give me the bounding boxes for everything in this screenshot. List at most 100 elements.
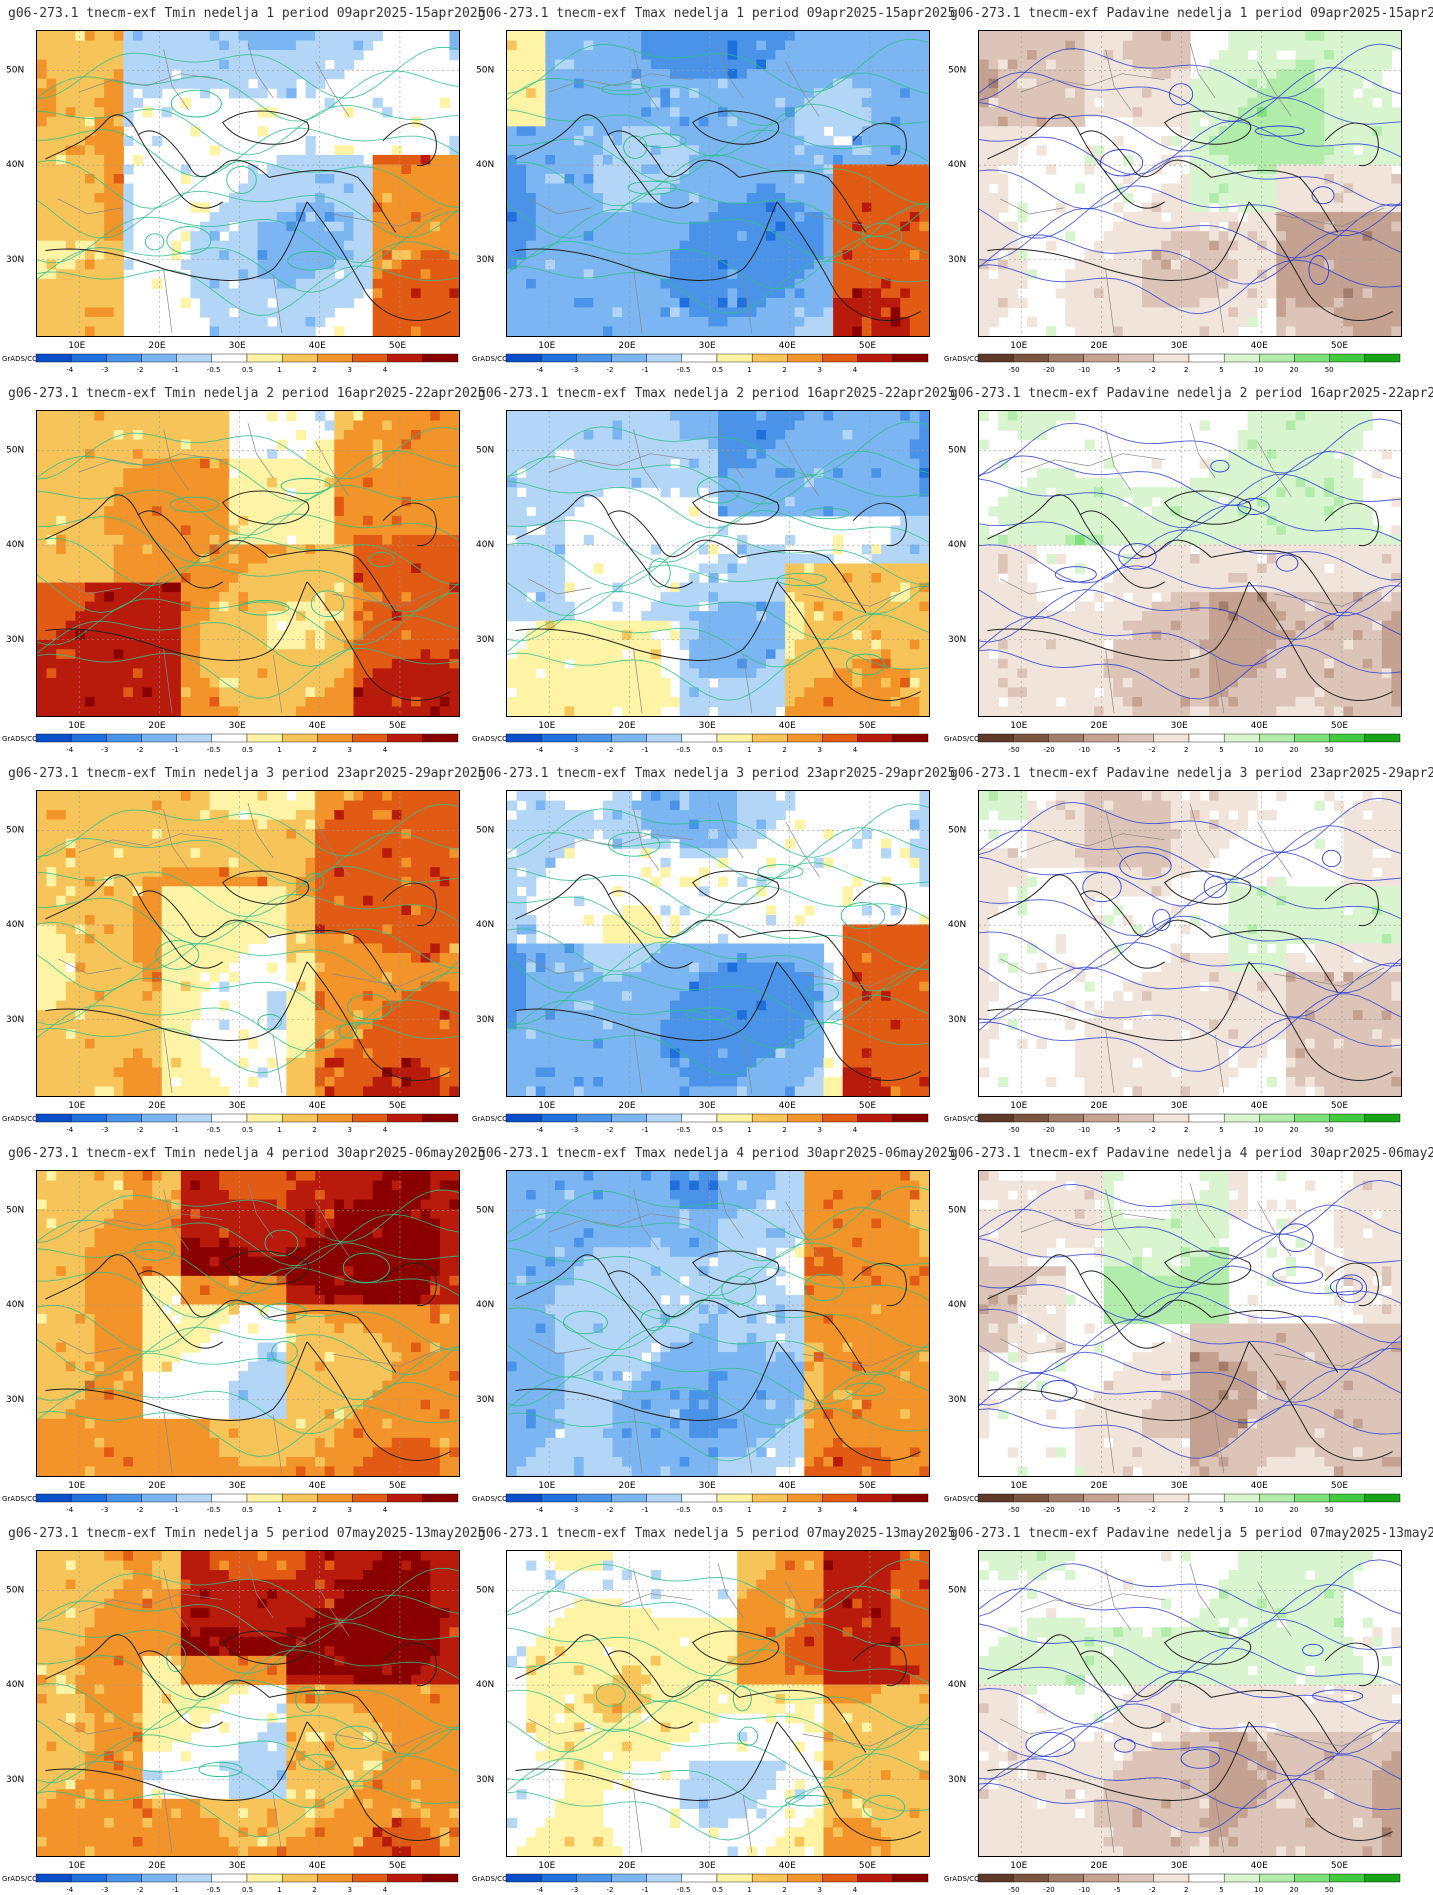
anomaly-shading (37, 1551, 459, 1856)
lat-tick-label: 40N (6, 1680, 24, 1690)
lat-lon-gridlines (979, 411, 1401, 716)
colorbar-level-label: 0.5 (712, 1506, 723, 1514)
lat-lon-gridlines (979, 1551, 1401, 1856)
lat-lon-gridlines (37, 1171, 459, 1476)
lon-tick-label: 10E (68, 1101, 85, 1111)
colorbar-tmax-week-2: GrADS/COLA -4 -3 -2 -1 -0.5 0.5 1 2 3 4 (472, 733, 929, 754)
colorbar-level-label: 1 (747, 366, 751, 374)
colorbar-level-label: -10 (1079, 366, 1090, 374)
lon-tick-label: 40E (309, 341, 326, 351)
lon-tick-label: 30E (229, 341, 246, 351)
lon-tick-label: 30E (1171, 1481, 1188, 1491)
colorbar-level-label: 3 (818, 1126, 822, 1134)
coastlines (515, 1563, 921, 1853)
colorbar-level-label: -0.5 (207, 746, 221, 754)
lon-tick-label: 20E (148, 341, 165, 351)
lon-tick-label: 30E (1171, 1861, 1188, 1871)
colorbar-tmin-week-5: GrADS/COLA -4 -3 -2 -1 -0.5 0.5 1 2 3 4 (2, 1873, 459, 1894)
colorbar-level-label: 0.5 (712, 1886, 723, 1894)
colorbar-tmin-week-1: GrADS/COLA -4 -3 -2 -1 -0.5 0.5 1 2 3 4 (2, 353, 459, 374)
colorbar-level-label: -3 (101, 1506, 108, 1514)
colorbar-level-label: -2 (607, 1506, 614, 1514)
lat-tick-label: 40N (948, 920, 966, 930)
colorbar-level-label: 3 (348, 366, 352, 374)
lon-tick-label: 50E (859, 721, 876, 731)
colorbar-tmax-week-5: GrADS/COLA -4 -3 -2 -1 -0.5 0.5 1 2 3 4 (472, 1873, 929, 1894)
panel-title-tmax-week-3: g06-273.1 tnecm-exf Tmax nedelja 3 perio… (478, 766, 956, 781)
map-tmin-week-2 (36, 410, 460, 717)
lon-tick-label: 10E (538, 1101, 555, 1111)
colorbar-level-label: -50 (1008, 746, 1019, 754)
lon-tick-label: 50E (1331, 1481, 1348, 1491)
climatology-contours (979, 1559, 1401, 1834)
grads-brand-label: GrADS/COLA (944, 1875, 989, 1883)
map-tmin-week-5 (36, 1550, 460, 1857)
lon-tick-label: 50E (1331, 341, 1348, 351)
panel-title-precip-week-4: g06-273.1 tnecm-exf Padavine nedelja 4 p… (950, 1146, 1433, 1161)
colorbar-level-label: 4 (853, 1506, 858, 1514)
lon-tick-label: 10E (68, 341, 85, 351)
map-precip-week-5 (978, 1550, 1402, 1857)
lon-tick-label: 40E (779, 721, 796, 731)
lat-tick-label: 50N (476, 1586, 494, 1596)
lon-tick-label: 20E (618, 341, 635, 351)
lon-tick-label: 20E (1090, 721, 1107, 731)
lat-tick-label: 30N (6, 1015, 24, 1025)
lon-tick-label: 30E (229, 721, 246, 731)
grads-brand-label: GrADS/COLA (2, 1115, 47, 1123)
map-tmax-week-3 (506, 790, 930, 1097)
lat-lon-gridlines (979, 791, 1401, 1096)
climatology-contours (37, 1189, 459, 1457)
panel-title-tmin-week-3: g06-273.1 tnecm-exf Tmin nedelja 3 perio… (8, 766, 486, 781)
lon-tick-label: 20E (618, 1861, 635, 1871)
colorbar-level-label: -2 (137, 1506, 144, 1514)
colorbar-level-label: -20 (1043, 1506, 1054, 1514)
colorbar-level-label: 4 (383, 1886, 388, 1894)
lat-tick-label: 50N (948, 1586, 966, 1596)
map-tmax-week-5 (506, 1550, 930, 1857)
colorbar-level-label: -3 (101, 1886, 108, 1894)
colorbar-level-label: 1 (277, 1506, 281, 1514)
lat-tick-label: 40N (948, 1300, 966, 1310)
lat-tick-label: 40N (476, 540, 494, 550)
panel-title-tmin-week-5: g06-273.1 tnecm-exf Tmin nedelja 5 perio… (8, 1526, 486, 1541)
lat-lon-gridlines (37, 1551, 459, 1856)
lat-tick-label: 50N (476, 1206, 494, 1216)
colorbar-level-label: -20 (1043, 366, 1054, 374)
colorbar-level-label: 1 (747, 746, 751, 754)
panel-title-precip-week-5: g06-273.1 tnecm-exf Padavine nedelja 5 p… (950, 1526, 1433, 1541)
anomaly-shading (979, 31, 1401, 336)
grads-brand-label: GrADS/COLA (944, 1495, 989, 1503)
lon-tick-label: 10E (1010, 341, 1027, 351)
colorbar-level-label: 2 (782, 1886, 786, 1894)
lat-lon-gridlines (507, 411, 929, 716)
colorbar-level-label: 2 (1184, 1886, 1188, 1894)
lon-tick-label: 20E (148, 1861, 165, 1871)
colorbar-tmin-week-2: GrADS/COLA -4 -3 -2 -1 -0.5 0.5 1 2 3 4 (2, 733, 459, 754)
lon-tick-label: 30E (1171, 1101, 1188, 1111)
axes-precip-week-5: 50N 40N 30N 10E 20E 30E 40E 50E (948, 1586, 1348, 1871)
axes-tmin-week-5: 50N 40N 30N 10E 20E 30E 40E 50E (6, 1586, 406, 1871)
colorbar-level-label: -4 (536, 1506, 544, 1514)
axes-tmin-week-3: 50N 40N 30N 10E 20E 30E 40E 50E (6, 826, 406, 1111)
lat-tick-label: 50N (948, 446, 966, 456)
climatology-contours (979, 43, 1401, 315)
colorbar-level-label: -2 (1149, 746, 1156, 754)
lon-tick-label: 10E (1010, 1861, 1027, 1871)
grads-brand-label: GrADS/COLA (2, 1495, 47, 1503)
lat-tick-label: 50N (948, 66, 966, 76)
lat-lon-gridlines (37, 791, 459, 1096)
colorbar-level-label: 0.5 (242, 1886, 253, 1894)
lon-tick-label: 40E (779, 341, 796, 351)
lat-lon-gridlines (37, 411, 459, 716)
coastlines (515, 43, 921, 333)
coastlines (987, 1183, 1393, 1473)
map-precip-week-3 (978, 790, 1402, 1097)
map-tmax-week-1 (506, 30, 930, 337)
colorbar-level-label: -3 (101, 1126, 108, 1134)
lon-tick-label: 50E (389, 341, 406, 351)
colorbar-tmin-week-3: GrADS/COLA -4 -3 -2 -1 -0.5 0.5 1 2 3 4 (2, 1113, 459, 1134)
lon-tick-label: 30E (229, 1481, 246, 1491)
lon-tick-label: 10E (68, 1861, 85, 1871)
lat-lon-gridlines (507, 31, 929, 336)
